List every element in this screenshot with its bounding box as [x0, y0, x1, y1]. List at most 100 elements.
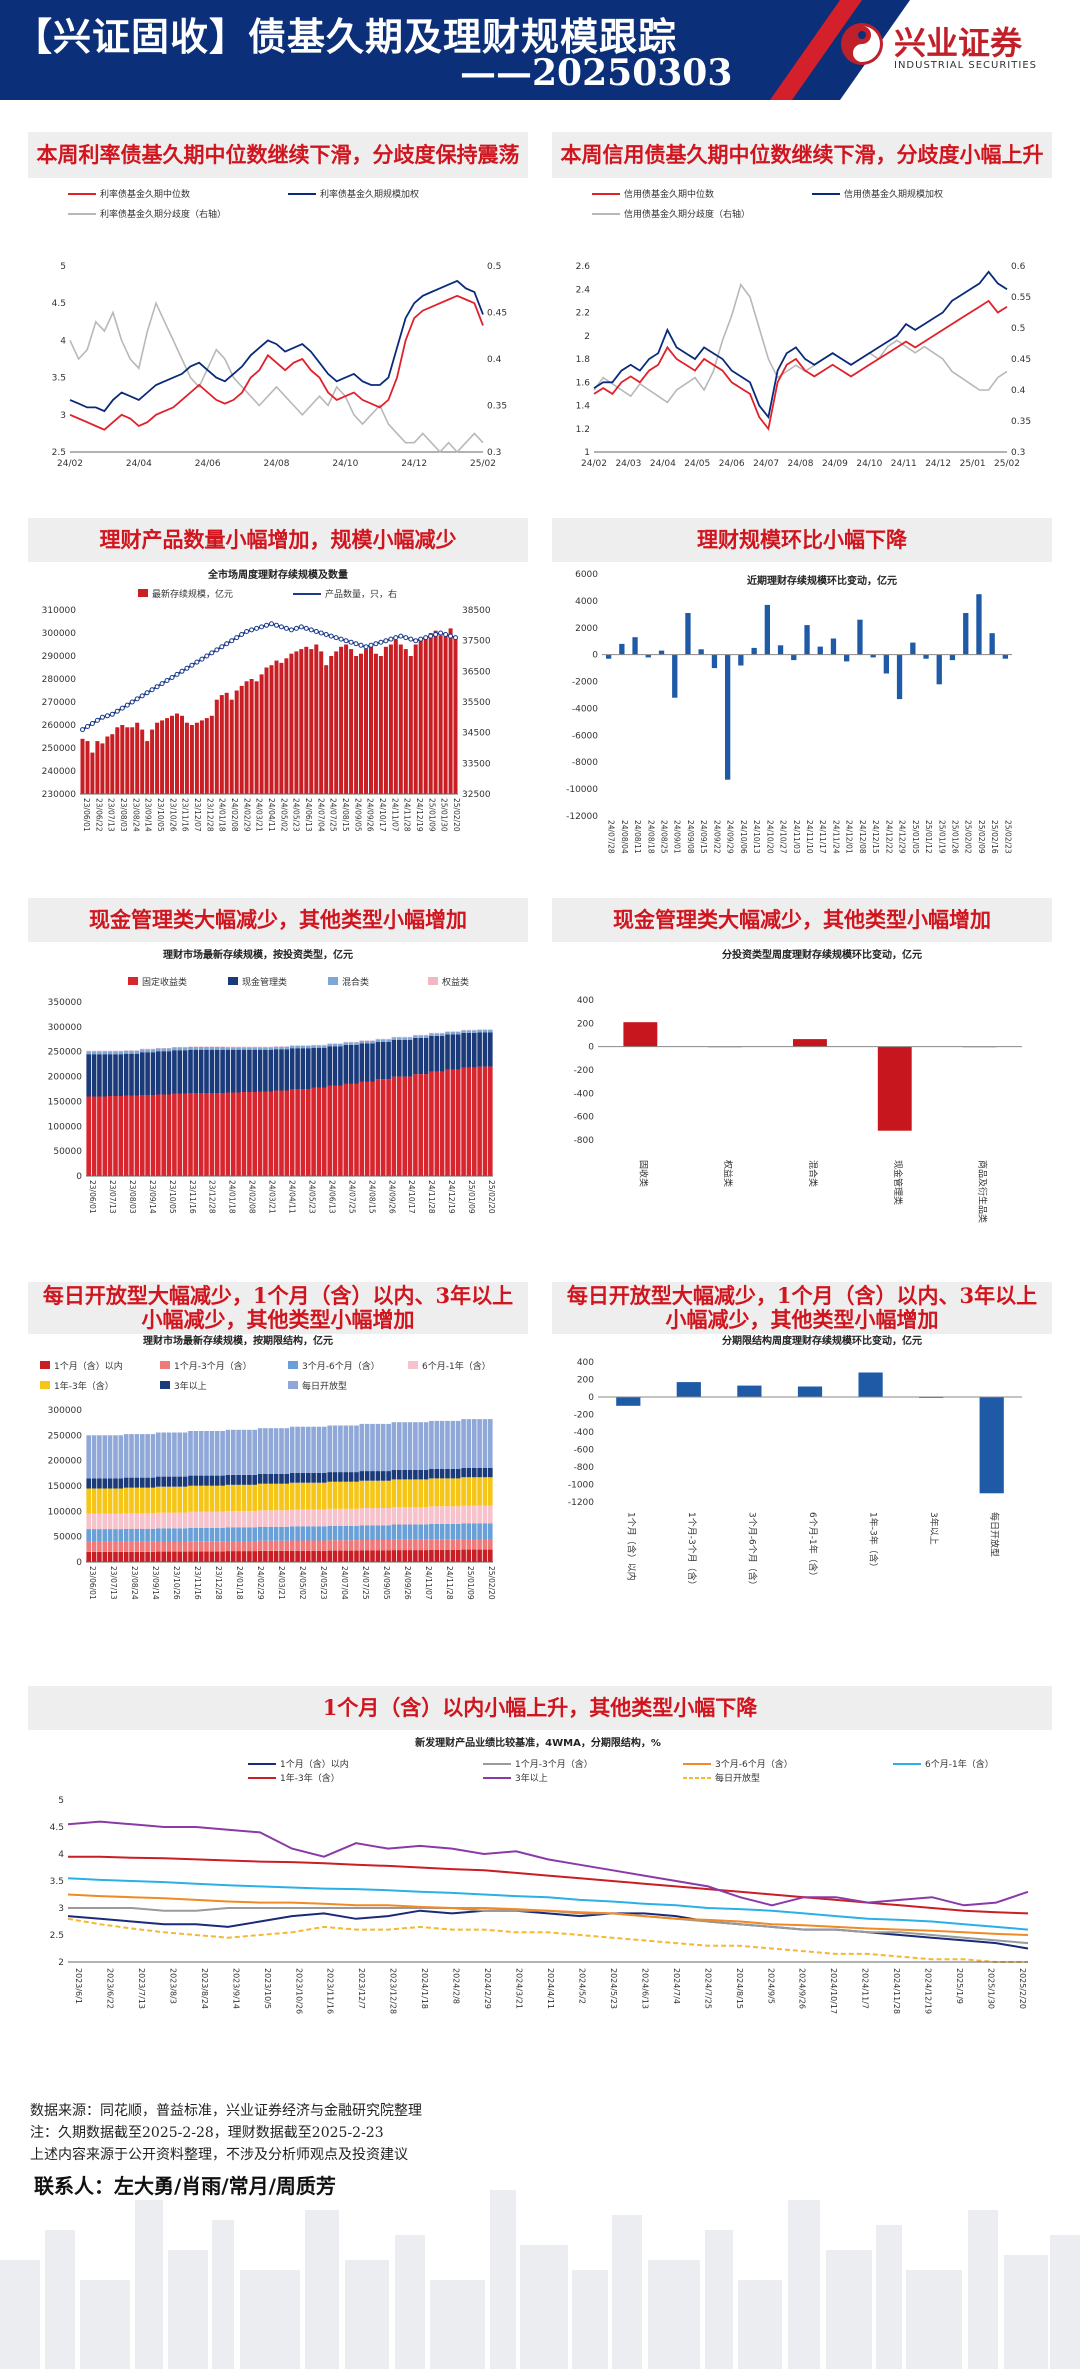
bar [90, 752, 95, 794]
bar-segment [102, 1541, 108, 1552]
bar-segment [311, 1047, 316, 1088]
x-tick-label: 2024/8/15 [735, 1968, 744, 2009]
bar-segment [488, 1549, 493, 1562]
bar-segment [482, 1029, 488, 1030]
bar-segment [359, 1540, 365, 1551]
brand-logo-icon [841, 23, 883, 65]
x-tick-label: 2024/9/5 [766, 1968, 775, 2004]
bar-segment [327, 1508, 332, 1526]
bar-segment [311, 1045, 316, 1048]
x-tick-label: 24/08/04 [620, 820, 629, 854]
bar-segment [231, 1046, 236, 1048]
bar-segment [257, 1049, 263, 1092]
y-tick-label: 100000 [48, 1507, 83, 1517]
bar-segment [327, 1085, 332, 1176]
x-tick-label: 24/05/23 [307, 1180, 316, 1214]
bar-segment [397, 1422, 402, 1470]
bar-segment [86, 1050, 91, 1052]
x-tick-label: 23/08/03 [128, 1180, 137, 1214]
bar-segment [123, 1477, 129, 1488]
bar-segment [386, 1540, 391, 1551]
bar-segment [482, 1066, 488, 1176]
bar-segment [343, 1042, 349, 1045]
bar-segment [289, 1509, 295, 1527]
category-label: 1年-3年（含） [868, 1512, 880, 1572]
bar-segment [241, 1049, 247, 1092]
bar-segment [359, 1423, 365, 1471]
bar-segment [380, 1038, 386, 1040]
bar [883, 654, 889, 674]
y-tick-label: 33500 [462, 759, 491, 769]
bar-segment [284, 1473, 290, 1484]
bar-segment [359, 1040, 365, 1044]
bar-segment [247, 1511, 252, 1528]
category-label: 权益类 [722, 1160, 734, 1187]
bar-segment [354, 1540, 359, 1551]
bar-segment [429, 1035, 434, 1072]
bar-segment [140, 1049, 145, 1053]
x-tick-label: 24/03/21 [255, 798, 264, 832]
bar-segment [300, 1540, 306, 1551]
bar-segment [236, 1047, 241, 1050]
bar-segment [423, 1507, 429, 1525]
line-point [209, 650, 215, 656]
bar-segment [455, 1478, 461, 1507]
line-point [328, 633, 334, 639]
bar-segment [129, 1477, 134, 1488]
bar-segment [402, 1037, 407, 1040]
line-point [85, 724, 90, 729]
x-tick-label: 2023/12/28 [389, 1968, 398, 2014]
x-tick-label: 2024/6/13 [640, 1968, 649, 2009]
bar-segment [214, 1046, 220, 1047]
bar-segment [247, 1474, 252, 1485]
bar-segment [450, 1478, 456, 1507]
bar-segment [359, 1040, 365, 1041]
bar-segment [118, 1551, 124, 1562]
bar [989, 633, 995, 655]
bar-segment [279, 1428, 284, 1474]
bar-segment [466, 1505, 472, 1524]
x-tick-label: 24/03 [615, 459, 641, 469]
bar-segment [204, 1511, 209, 1528]
bar-segment [220, 1551, 225, 1562]
category-label: 1个月（含）以内 [625, 1512, 637, 1581]
y-tick-label: 400 [577, 1358, 594, 1368]
bar-segment [386, 1525, 391, 1540]
line-point [288, 627, 294, 633]
y-tick-label: 0 [76, 1558, 82, 1568]
bar [334, 651, 339, 794]
bar-segment [348, 1041, 354, 1043]
x-tick-label: 24/11/03 [792, 820, 801, 854]
x-tick-label: 2023/10/26 [294, 1968, 303, 2014]
x-tick-label: 24/11/07 [424, 1566, 433, 1600]
bar-segment [161, 1094, 166, 1176]
bar-segment [364, 1043, 370, 1082]
bar-segment [472, 1030, 477, 1033]
bar-segment [220, 1511, 225, 1528]
bar-segment [375, 1550, 381, 1562]
bar-segment [182, 1486, 188, 1513]
bar-segment [241, 1047, 247, 1050]
bar [354, 656, 359, 794]
bar-segment [338, 1472, 343, 1482]
bar-segment [107, 1541, 113, 1552]
bar-segment [391, 1507, 397, 1525]
bar-segment [429, 1506, 434, 1524]
bar-segment [145, 1052, 150, 1095]
line-point [353, 641, 359, 647]
bar [725, 654, 731, 780]
bar-segment [241, 1474, 247, 1485]
bar-segment [289, 1426, 295, 1473]
bar [797, 1386, 823, 1397]
bar-segment [391, 1036, 397, 1038]
x-tick-label: 24/07/04 [340, 1566, 349, 1600]
x-tick-label: 23/12/28 [205, 798, 214, 832]
bar-segment [188, 1475, 193, 1486]
bar-segment [273, 1090, 279, 1176]
bar-segment [268, 1091, 274, 1176]
y-tick-label: 200 [577, 1019, 594, 1029]
x-tick-label: 24/11/10 [805, 820, 814, 854]
bar-segment [236, 1474, 241, 1485]
bar-segment [161, 1476, 166, 1487]
bar-segment [129, 1551, 134, 1562]
